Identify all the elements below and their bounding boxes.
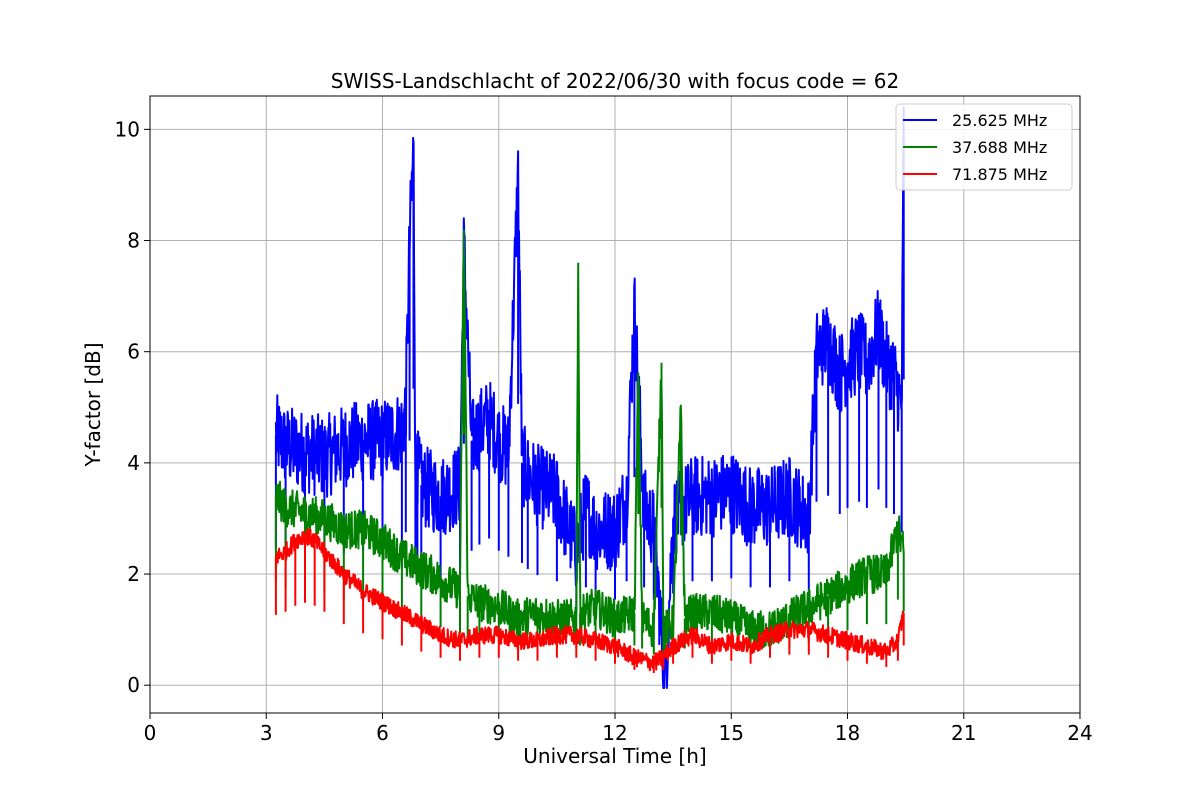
x-tick-label: 18 — [835, 721, 860, 745]
y-tick-label: 2 — [127, 562, 140, 586]
chart-title: SWISS-Landschlacht of 2022/06/30 with fo… — [331, 69, 899, 93]
x-tick-label: 0 — [144, 721, 157, 745]
x-tick-label: 12 — [602, 721, 627, 745]
legend-label: 25.625 MHz — [952, 111, 1047, 130]
y-axis-label: Y-factor [dB] — [81, 342, 105, 467]
x-tick-label: 24 — [1067, 721, 1092, 745]
y-tick-label: 10 — [115, 117, 140, 141]
x-tick-label: 9 — [492, 721, 505, 745]
y-tick-label: 0 — [127, 673, 140, 697]
series-layer — [274, 106, 905, 689]
x-tick-label: 15 — [719, 721, 744, 745]
legend-box — [895, 103, 1073, 191]
y-axis-ticks: 0 2 4 6 8 10 — [115, 117, 150, 697]
x-tick-label: 6 — [376, 721, 389, 745]
x-tick-label: 3 — [260, 721, 273, 745]
y-tick-label: 8 — [127, 229, 140, 253]
series-line-1 — [274, 106, 905, 689]
legend-label: 37.688 MHz — [952, 138, 1047, 157]
y-tick-label: 4 — [127, 451, 140, 475]
legend: 25.625 MHz 37.688 MHz 71.875 MHz — [895, 103, 1073, 191]
series-line-3 — [274, 528, 905, 673]
legend-label: 71.875 MHz — [952, 165, 1047, 184]
x-axis-label: Universal Time [h] — [523, 744, 706, 768]
x-tick-label: 21 — [951, 721, 976, 745]
y-tick-label: 6 — [127, 340, 140, 364]
x-axis-ticks: 0 3 6 9 12 15 18 21 24 — [144, 713, 1093, 745]
